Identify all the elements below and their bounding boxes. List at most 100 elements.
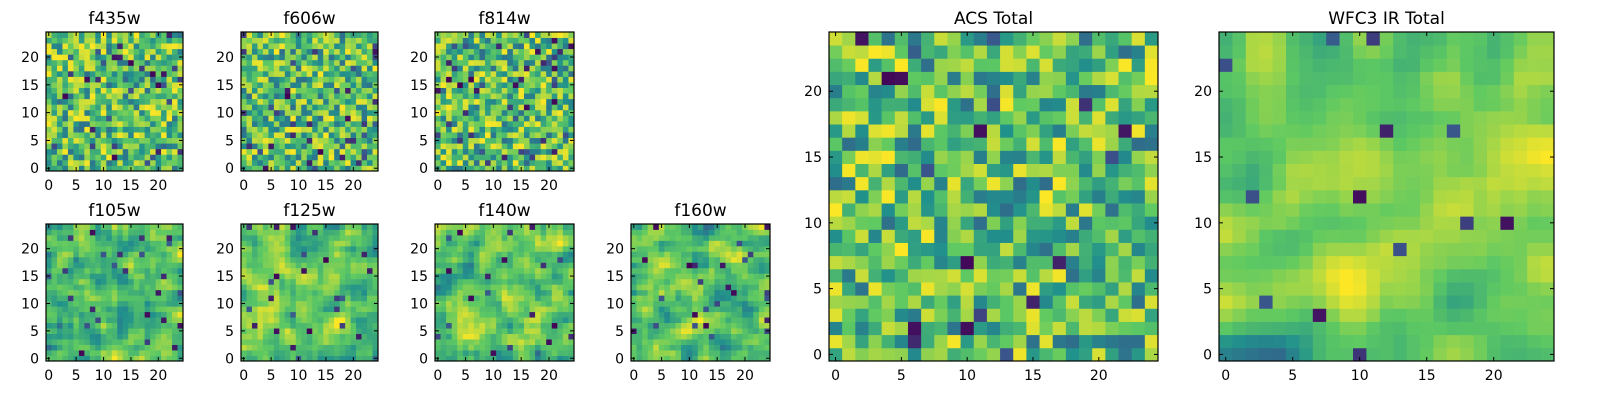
heatmap-cell	[345, 284, 351, 291]
heatmap-cell	[440, 120, 447, 127]
heatmap-cell	[334, 306, 341, 313]
heatmap-cell	[829, 268, 843, 283]
heatmap-cell	[345, 159, 351, 166]
heatmap-cell	[473, 355, 480, 362]
heatmap-cell	[128, 154, 135, 161]
heatmap-cell	[111, 37, 118, 44]
heatmap-cell	[89, 137, 96, 144]
heatmap-cell	[111, 148, 118, 155]
heatmap-cell	[150, 344, 156, 351]
heatmap-cells	[631, 224, 771, 362]
heatmap-cell	[686, 328, 693, 334]
heatmap-cell	[642, 339, 649, 345]
heatmap-cell	[262, 98, 269, 105]
heatmap-cell	[361, 355, 368, 362]
y-tick-label: 15	[410, 269, 428, 285]
heatmap-cell	[257, 165, 264, 172]
heatmap-cell	[323, 240, 330, 247]
heatmap-cell	[139, 115, 146, 122]
heatmap-cell	[658, 256, 665, 263]
heatmap-cell	[647, 355, 654, 362]
heatmap-cell	[139, 256, 146, 263]
heatmap-cell	[345, 32, 351, 38]
heatmap-cell	[372, 234, 379, 241]
heatmap-cell	[328, 328, 335, 334]
heatmap-cell	[507, 339, 514, 345]
heatmap-cell	[78, 284, 85, 291]
heatmap-cell	[894, 308, 909, 322]
heatmap-cell	[290, 273, 297, 280]
heatmap-cell	[89, 154, 96, 161]
heatmap-cell	[446, 54, 453, 61]
heatmap-cell	[78, 154, 85, 161]
heatmap-cell	[89, 143, 96, 150]
heatmap-cell	[518, 143, 525, 150]
heatmap-cell	[328, 165, 335, 172]
heatmap-cell	[334, 262, 341, 269]
heatmap-cell	[1131, 242, 1146, 257]
heatmap-cell	[855, 321, 869, 336]
heatmap-cell	[361, 143, 368, 150]
heatmap-cell	[339, 159, 346, 166]
heatmap-cell	[273, 229, 280, 236]
heatmap-cell	[78, 70, 85, 77]
heatmap-cell	[150, 82, 156, 88]
heatmap-cell	[284, 344, 291, 351]
heatmap-cell	[356, 300, 362, 307]
heatmap-cell	[350, 132, 357, 139]
heatmap-cell	[647, 317, 654, 324]
heatmap-cell	[681, 306, 687, 313]
heatmap-cell	[133, 267, 140, 274]
heatmap-cell	[334, 317, 341, 324]
heatmap-cell	[435, 317, 441, 324]
heatmap-cell	[301, 115, 308, 122]
heatmap-cell	[1065, 216, 1080, 230]
heatmap-cell	[367, 126, 373, 133]
heatmap-cell	[172, 284, 178, 291]
x-tick-label: 20	[344, 368, 362, 384]
heatmap-cell	[372, 43, 379, 50]
heatmap-cell	[714, 267, 721, 274]
heatmap-cell	[166, 43, 173, 50]
heatmap-cell	[84, 109, 91, 116]
heatmap-cell	[106, 76, 113, 83]
heatmap-cell	[736, 317, 743, 324]
heatmap-cell	[334, 284, 341, 291]
heatmap-cell	[523, 104, 530, 111]
heatmap-cell	[562, 350, 569, 356]
heatmap-cell	[562, 240, 569, 247]
heatmap-cell	[457, 93, 464, 100]
heatmap-cell	[468, 300, 475, 307]
heatmap-cell	[56, 48, 63, 55]
heatmap-cell	[664, 224, 671, 230]
heatmap-cell	[111, 48, 118, 55]
heatmap-cell	[290, 104, 297, 111]
heatmap-cell	[161, 240, 167, 247]
heatmap-cell	[301, 344, 308, 351]
heatmap-cell	[312, 350, 319, 356]
heatmap-cell	[67, 284, 74, 291]
heatmap-cell	[372, 317, 379, 324]
heatmap-cell	[518, 48, 525, 55]
heatmap-cell	[496, 350, 503, 356]
heatmap-cell	[907, 216, 922, 230]
heatmap-cell	[328, 344, 335, 351]
heatmap-cell	[273, 82, 280, 88]
heatmap-cell	[1039, 347, 1054, 362]
heatmap-cell	[177, 132, 184, 139]
heatmap-cell	[241, 339, 247, 345]
heatmap-cell	[95, 82, 102, 88]
heatmap-cell	[512, 109, 519, 116]
heatmap-cell	[51, 70, 58, 77]
heatmap-cell	[122, 37, 129, 44]
heatmap-cell	[290, 289, 297, 296]
heatmap-cell	[512, 256, 519, 263]
heatmap-cell	[122, 143, 129, 150]
heatmap-cell	[89, 32, 96, 38]
heatmap-cell	[714, 273, 721, 280]
heatmap-cell	[106, 289, 113, 296]
heatmap-cell	[62, 295, 69, 302]
heatmap-cell	[172, 87, 178, 94]
heatmap-cell	[95, 322, 102, 329]
